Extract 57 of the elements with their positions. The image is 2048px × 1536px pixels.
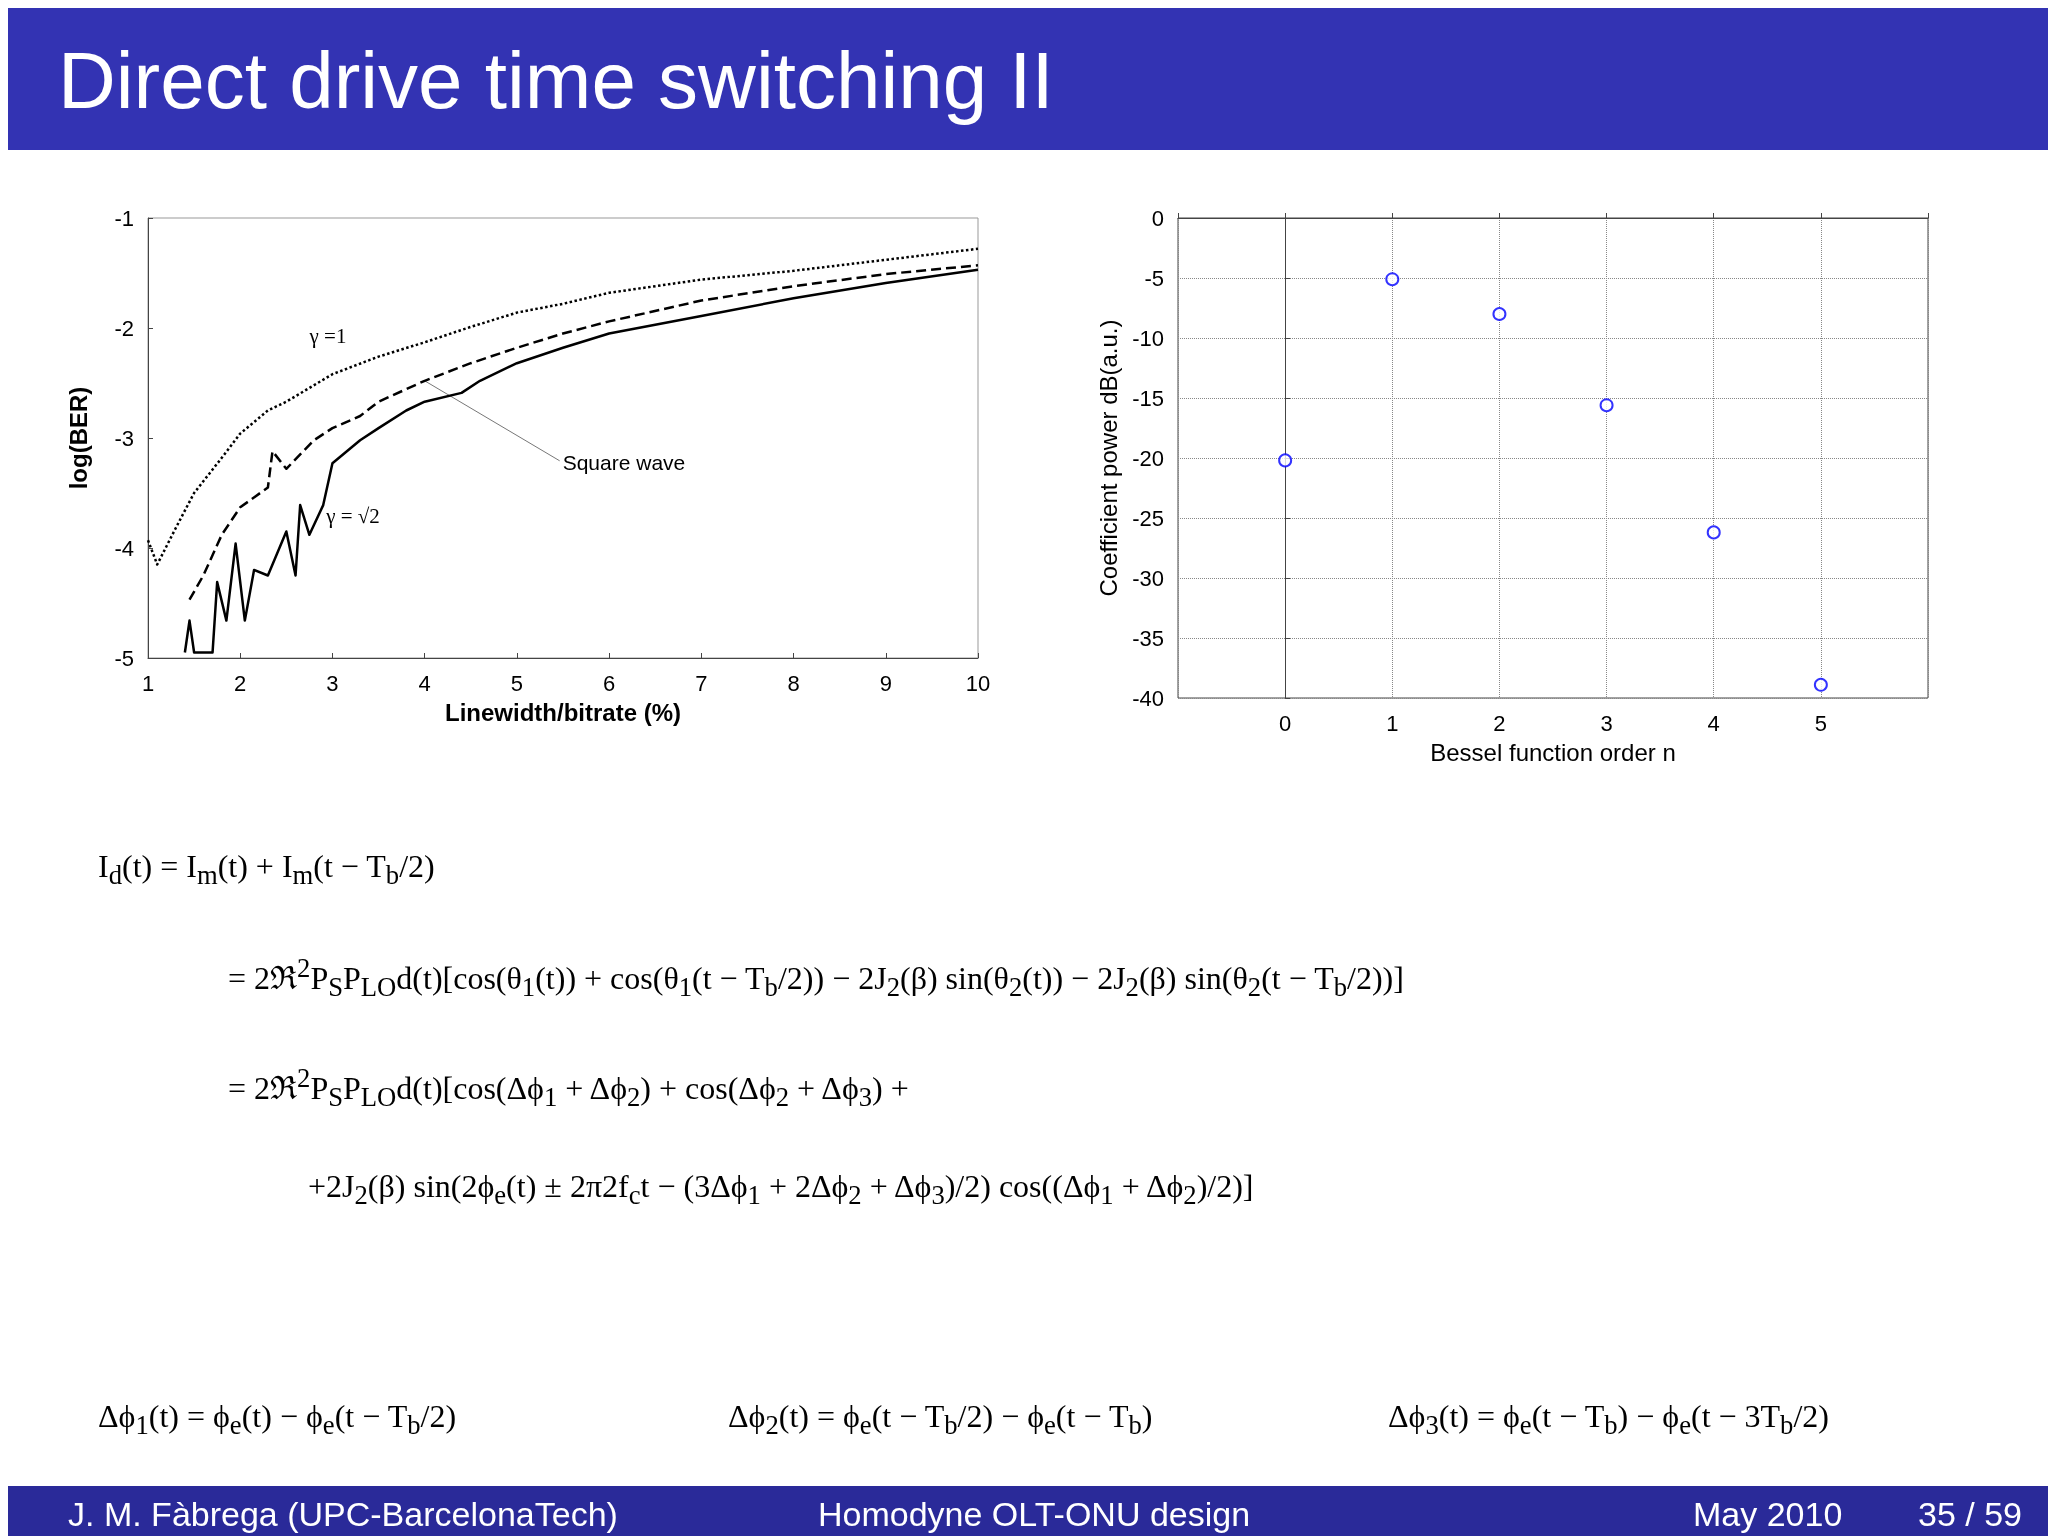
- text: J. M. Fàbrega (UPC-BarcelonaTech): [68, 1495, 618, 1534]
- y-tick-label: -35: [1132, 625, 1164, 651]
- text: +2J$_{2}$(β) sin(2ϕ$_{e}$(t) ± 2π2f$_{c}$t − (3Δϕ$_{1}$ + 2Δϕ$_{2}$ + Δϕ$_{3}$)/2) cos((Δϕ$_{1}$ + Δϕ$_{2}$)/2)]: [308, 1168, 1254, 1211]
- x-tick-label: 8: [787, 670, 800, 696]
- annotation: Square wave: [562, 451, 686, 475]
- x-tick-label: 5: [1814, 710, 1827, 736]
- point: [1599, 398, 1614, 413]
- text: Δϕ$_{2}$(t) = ϕ$_{e}$(t − T$_{b}$/2) − ϕ$_{e}$(t − T$_{b}$): [728, 1398, 1153, 1441]
- x-tick-label: 0: [1279, 710, 1292, 736]
- x-tick-label: 3: [326, 670, 339, 696]
- text: = 2ℜ$^{2}$P$_{S}$P$_{LO}$d(t)[cos(Δϕ$_{1}$ + Δϕ$_{2}$) + cos(Δϕ$_{2}$ + Δϕ$_{3}$) +: [228, 1063, 909, 1113]
- line-series: [183, 268, 980, 654]
- line-series: [146, 247, 980, 566]
- x-tick-label: 3: [1600, 710, 1613, 736]
- y-tick-label: -3: [114, 425, 134, 451]
- y-tick-label: -30: [1132, 565, 1164, 591]
- x-tick-label: 2: [234, 670, 247, 696]
- point: [1278, 453, 1293, 468]
- x-tick-label: 6: [602, 670, 616, 696]
- y-tick-label: -2: [114, 315, 134, 341]
- y-tick-label: -4: [114, 535, 134, 561]
- x-tick-label: 1: [141, 670, 155, 696]
- x-axis-title: Linewidth/bitrate (%): [445, 698, 681, 726]
- x-tick-label: 4: [1707, 710, 1720, 736]
- y-tick-label: -5: [1144, 265, 1164, 291]
- y-tick-label: 0: [1151, 205, 1164, 231]
- annotation: γ = √2: [325, 504, 380, 528]
- point: [1706, 525, 1721, 540]
- text: I$_{d}$(t) = I$_{m}$(t) + I$_{m}$(t − T$_{b}$/2): [98, 848, 435, 891]
- y-tick-label: -15: [1132, 385, 1164, 411]
- x-tick-label: 2: [1493, 710, 1506, 736]
- x-tick-label: 1: [1386, 710, 1399, 736]
- y-tick-label: -20: [1132, 445, 1164, 471]
- y-tick-label: -10: [1132, 325, 1164, 351]
- y-tick-label: -40: [1132, 685, 1164, 711]
- x-tick-label: 4: [418, 670, 431, 696]
- text: May 2010: [1693, 1495, 1843, 1534]
- x-tick-label: 10: [965, 670, 991, 696]
- text: Δϕ$_{1}$(t) = ϕ$_{e}$(t) − ϕ$_{e}$(t − T$_{b}$/2): [98, 1398, 457, 1441]
- text: 35 / 59: [1918, 1495, 2022, 1534]
- point: [1385, 272, 1400, 287]
- point: [1492, 307, 1507, 321]
- x-tick-label: 7: [695, 670, 708, 696]
- text: Direct drive time switching II: [58, 36, 1054, 126]
- text: Homodyne OLT-ONU design: [818, 1495, 1251, 1534]
- y-tick-label: -1: [114, 205, 134, 231]
- annotation: γ =1: [308, 324, 347, 348]
- y-axis-title: log(BER): [64, 386, 92, 490]
- x-tick-label: 5: [510, 670, 524, 696]
- x-tick-label: 9: [879, 670, 892, 696]
- x-axis-title: Bessel function order n: [1430, 738, 1676, 766]
- text: Δϕ$_{3}$(t) = ϕ$_{e}$(t − T$_{b}$) − ϕ$_{e}$(t − 3T$_{b}$/2): [1388, 1398, 1829, 1441]
- y-axis-title: Coefficient power dB(a.u.): [1094, 319, 1122, 597]
- text: = 2ℜ$^{2}$P$_{S}$P$_{LO}$d(t)[cos(θ$_{1}$(t)) + cos(θ$_{1}$(t − T$_{b}$/2)) − 2J$_{2}$(β) sin(θ$_{2}$(t)) − 2J$_{2}$(β) sin(θ$_{2}$(t − T$_{b}$/2))]: [228, 953, 1404, 1003]
- y-tick-label: -5: [114, 645, 134, 671]
- point: [1813, 677, 1828, 692]
- y-tick-label: -25: [1132, 505, 1164, 531]
